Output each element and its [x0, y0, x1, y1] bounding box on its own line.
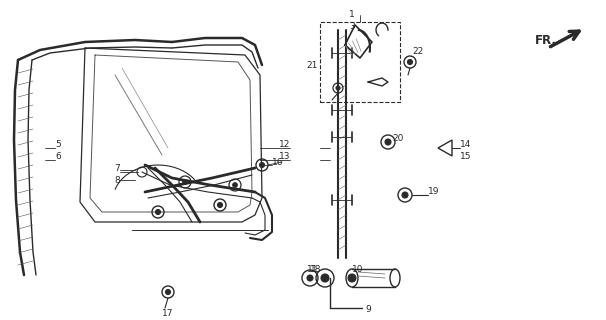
Circle shape — [218, 203, 222, 207]
Text: FR.: FR. — [535, 34, 557, 46]
Text: 19: 19 — [428, 188, 439, 196]
Circle shape — [233, 182, 238, 188]
Bar — [320, 22, 400, 102]
Text: 10: 10 — [352, 266, 364, 275]
Circle shape — [402, 192, 408, 198]
Circle shape — [385, 139, 391, 145]
Text: 11: 11 — [307, 266, 318, 275]
Text: 17: 17 — [162, 309, 174, 318]
Circle shape — [259, 163, 264, 167]
Text: 8: 8 — [115, 175, 120, 185]
Text: 20: 20 — [392, 133, 404, 142]
Text: 5: 5 — [55, 140, 61, 148]
Circle shape — [165, 290, 170, 294]
Text: 14: 14 — [460, 140, 471, 148]
Circle shape — [336, 86, 340, 90]
Text: 3: 3 — [349, 21, 355, 30]
Text: 1: 1 — [349, 10, 355, 19]
Text: 6: 6 — [55, 151, 61, 161]
Circle shape — [321, 274, 329, 282]
Text: 18: 18 — [310, 266, 322, 275]
Text: 15: 15 — [460, 151, 471, 161]
Circle shape — [156, 210, 161, 214]
Text: 22: 22 — [412, 47, 423, 57]
Text: 13: 13 — [279, 151, 290, 161]
Circle shape — [182, 180, 187, 185]
Text: 7: 7 — [115, 164, 120, 172]
Circle shape — [407, 60, 413, 65]
Text: 16: 16 — [272, 157, 284, 166]
Text: 12: 12 — [279, 140, 290, 148]
Text: 9: 9 — [365, 306, 371, 315]
Text: 21: 21 — [307, 60, 318, 69]
Circle shape — [348, 274, 356, 282]
Circle shape — [307, 275, 313, 281]
